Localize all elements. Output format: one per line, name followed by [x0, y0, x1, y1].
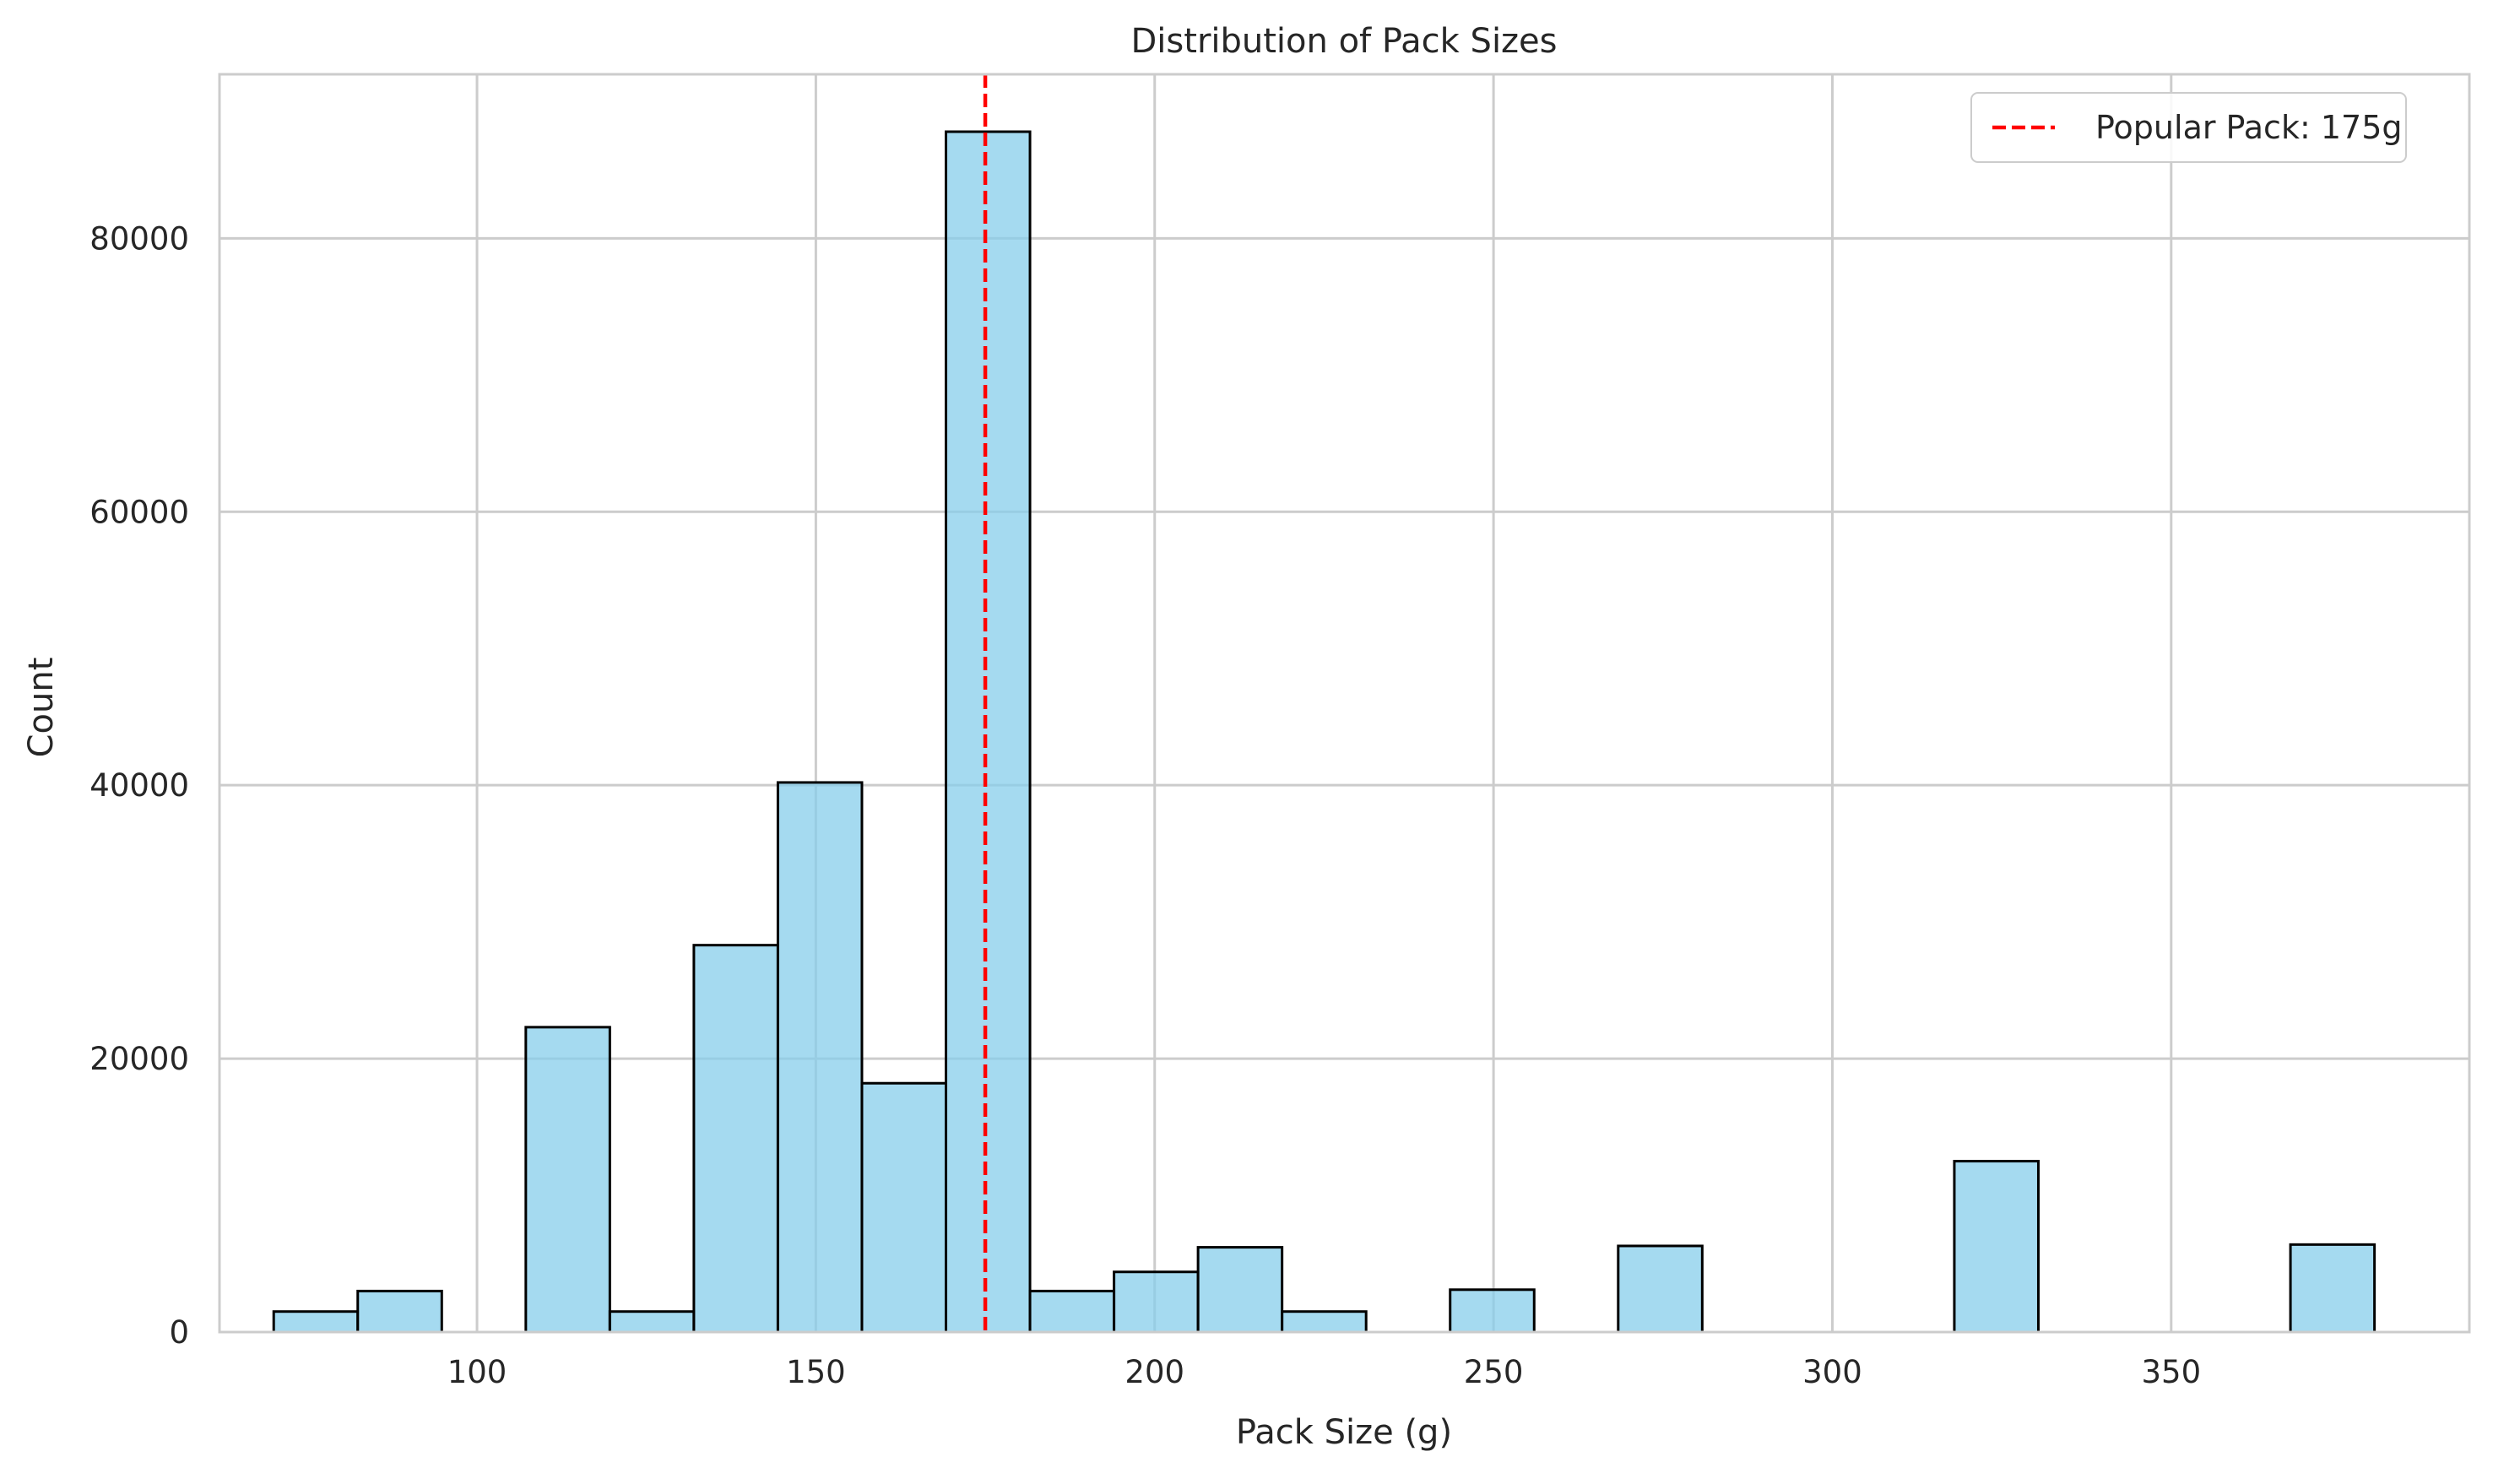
histogram-bar	[1449, 1288, 1536, 1334]
y-axis-label: Count	[22, 658, 61, 758]
histogram-bar	[1281, 1310, 1368, 1334]
histogram-bar	[860, 1081, 948, 1334]
histogram-bar	[945, 130, 1032, 1334]
y-tick-label: 40000	[89, 767, 189, 804]
histogram-bar	[1196, 1246, 1284, 1334]
x-tick-label: 150	[786, 1354, 846, 1390]
x-tick-label: 100	[447, 1354, 507, 1390]
histogram-bar	[524, 1026, 611, 1334]
plot-frame	[218, 73, 2471, 1334]
legend: Popular Pack: 175g	[1970, 92, 2407, 163]
histogram-bar	[356, 1289, 443, 1334]
histogram-bar	[608, 1310, 696, 1334]
y-tick-label: 60000	[89, 494, 189, 530]
y-tick-label: 20000	[89, 1041, 189, 1077]
x-tick-label: 300	[1802, 1354, 1862, 1390]
histogram-bar	[1113, 1270, 1200, 1334]
x-tick-label: 350	[2141, 1354, 2201, 1390]
x-tick-label: 250	[1464, 1354, 1524, 1390]
axes-layer	[218, 73, 2471, 1334]
histogram-bar	[1617, 1244, 1704, 1334]
bars-layer	[272, 130, 2376, 1334]
histogram-bar	[2289, 1243, 2376, 1334]
legend-box	[1970, 92, 2407, 163]
x-axis-label: Pack Size (g)	[1236, 1413, 1452, 1452]
legend-label: Popular Pack: 175g	[2095, 109, 2403, 146]
chart-title: Distribution of Pack Sizes	[1131, 22, 1558, 61]
histogram-bar	[1028, 1289, 1116, 1334]
histogram-bar	[776, 781, 864, 1334]
histogram-bar	[272, 1310, 360, 1334]
histogram-bar	[1953, 1160, 2040, 1334]
histogram-bar	[692, 944, 779, 1334]
x-tick-label: 200	[1125, 1354, 1184, 1390]
y-tick-label: 80000	[89, 220, 189, 257]
y-tick-label: 0	[169, 1314, 189, 1351]
tick-labels-layer: 100 150 200 250 300 350 0 20000 40000 60000 80000	[89, 220, 2201, 1390]
